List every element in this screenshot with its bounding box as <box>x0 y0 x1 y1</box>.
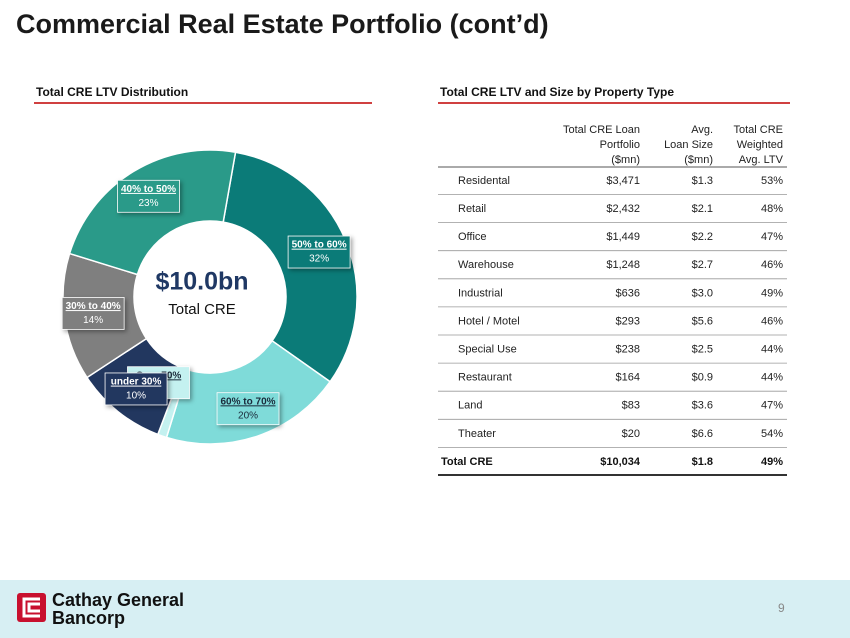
row-label: Office <box>458 231 487 243</box>
row-label: Land <box>458 400 482 412</box>
column-header: ($mn) <box>611 154 640 166</box>
total-cell: $1.8 <box>692 456 713 468</box>
label-box <box>104 372 168 406</box>
total-cell: $10,034 <box>600 456 641 468</box>
table-cell: 54% <box>761 428 783 440</box>
table-cell: 46% <box>761 259 783 271</box>
center-label: Total CRE <box>168 301 236 318</box>
column-header: Avg. <box>691 124 713 136</box>
table-cell: $1,248 <box>606 259 640 271</box>
column-header: ($mn) <box>684 154 713 166</box>
data-label: 40% to 50% 23% <box>117 179 180 213</box>
table-cell: $6.6 <box>692 428 713 440</box>
table-cell: 48% <box>761 203 783 215</box>
page-number: 9 <box>778 601 785 615</box>
slice-category: 50% to 60% <box>292 240 347 251</box>
table-cell: 47% <box>761 400 783 412</box>
table-cell: 46% <box>761 315 783 327</box>
slice-category: 30% to 40% <box>66 301 121 312</box>
slice-category: under 30% <box>111 377 162 388</box>
row-label: Hotel / Motel <box>458 315 520 327</box>
table-title: Total CRE LTV and Size by Property Type <box>440 85 674 99</box>
row-label: Retail <box>458 203 486 215</box>
table-cell: 49% <box>761 287 783 299</box>
table-cell: $238 <box>616 344 640 356</box>
table-cell: 53% <box>761 175 783 187</box>
data-label: 50% to 60% 32% <box>287 235 351 269</box>
slide-title: Commercial Real Estate Portfolio (cont’d… <box>16 9 549 39</box>
row-label: Warehouse <box>458 259 514 271</box>
center-value: $10.0bn <box>155 268 248 296</box>
table-cell: $2.7 <box>692 259 713 271</box>
table-cell: $2.1 <box>692 203 713 215</box>
table-cell: 47% <box>761 231 783 243</box>
table-cell: $293 <box>616 315 640 327</box>
table-cell: $1,449 <box>606 231 640 243</box>
table-cell: $164 <box>616 372 640 384</box>
table-cell: 44% <box>761 372 783 384</box>
data-label: under 30% 10% <box>104 372 168 406</box>
slice-value: 14% <box>83 315 103 326</box>
label-box <box>216 392 280 426</box>
total-cell: 49% <box>761 456 783 468</box>
table-cell: $20 <box>622 428 640 440</box>
row-label: Industrial <box>458 287 503 299</box>
table-cell: $3.6 <box>692 400 713 412</box>
label-box <box>117 179 180 213</box>
logo-icon <box>17 593 46 622</box>
data-label: 30% to 40% 14% <box>61 297 125 330</box>
table-cell: $3.0 <box>692 287 713 299</box>
slice-value: 23% <box>139 198 159 209</box>
total-label: Total CRE <box>441 456 493 468</box>
label-box <box>61 297 125 330</box>
column-header: Loan Size <box>664 139 713 151</box>
table-cell: $636 <box>616 287 640 299</box>
footer-band <box>0 580 850 638</box>
table-cell: $3,471 <box>606 175 640 187</box>
table-cell: $1.3 <box>692 175 713 187</box>
label-box <box>287 235 351 269</box>
table-cell: $2.2 <box>692 231 713 243</box>
slice-value: 20% <box>238 410 258 421</box>
data-label: 60% to 70% 20% <box>216 392 280 426</box>
row-label: Restaurant <box>458 372 512 384</box>
table-cell: $0.9 <box>692 372 713 384</box>
chart-title: Total CRE LTV Distribution <box>36 85 188 99</box>
table-cell: 44% <box>761 344 783 356</box>
row-label: Special Use <box>458 344 517 356</box>
table-cell: $83 <box>622 400 640 412</box>
slice-category: 40% to 50% <box>121 184 176 195</box>
row-label: Residental <box>458 175 510 187</box>
logo-text: Bancorp <box>52 608 125 628</box>
logo-text: Cathay General <box>52 590 184 610</box>
column-header: Portfolio <box>600 139 640 151</box>
table-cell: $5.6 <box>692 315 713 327</box>
column-header: Avg. LTV <box>739 154 784 166</box>
slice-category: 60% to 70% <box>221 396 276 407</box>
slice-value: 10% <box>126 391 146 402</box>
slice-value: 32% <box>309 254 329 265</box>
row-label: Theater <box>458 428 496 440</box>
column-header: Total CRE <box>733 124 783 136</box>
column-header: Weighted <box>737 139 783 151</box>
table-cell: $2.5 <box>692 344 713 356</box>
table-cell: $2,432 <box>606 203 640 215</box>
column-header: Total CRE Loan <box>563 124 640 136</box>
